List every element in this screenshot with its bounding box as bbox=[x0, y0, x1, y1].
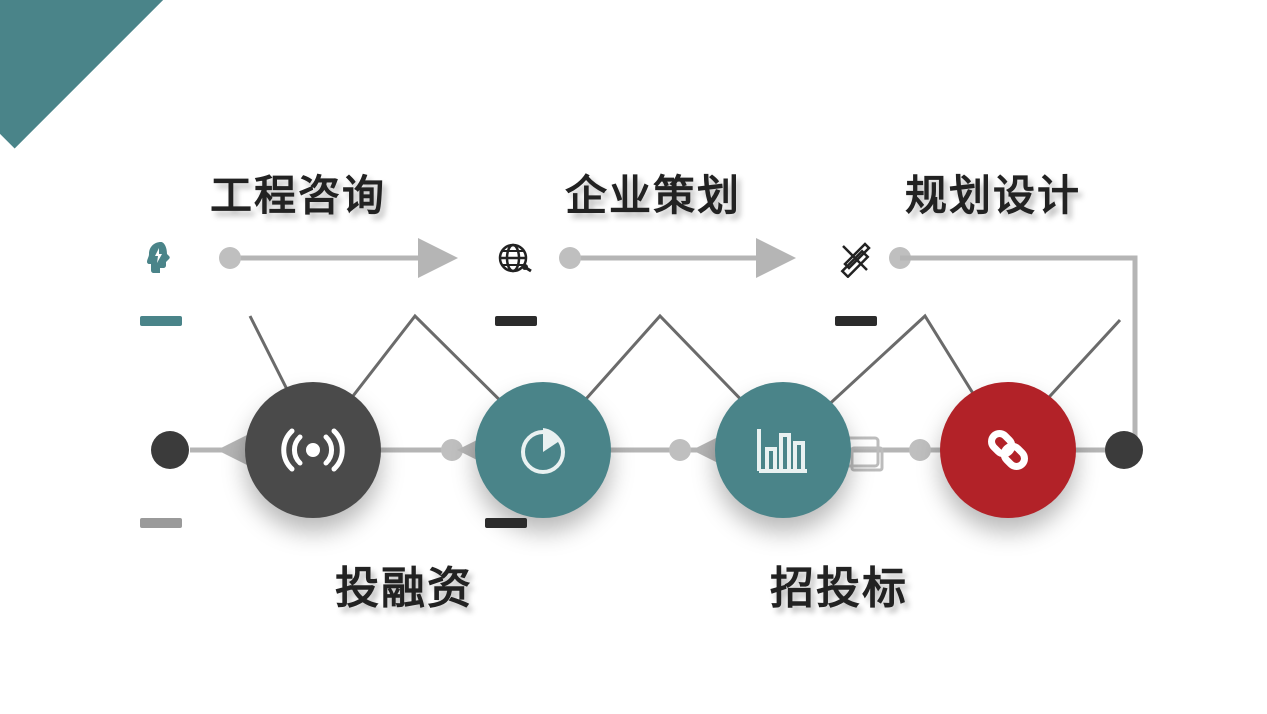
bottom-title-1: 招投标 bbox=[770, 552, 908, 616]
top-title-2: 规划设计 bbox=[905, 162, 1081, 223]
process-circle-3 bbox=[940, 382, 1076, 518]
process-circle-2 bbox=[715, 382, 851, 518]
dash-top-0 bbox=[140, 316, 182, 326]
process-circle-0 bbox=[245, 382, 381, 518]
dash-rocket bbox=[140, 518, 182, 528]
bottom-title-0: 投融资 bbox=[335, 552, 473, 616]
corner-ribbon bbox=[0, 0, 198, 148]
globe-icon bbox=[495, 238, 535, 278]
process-circle-1 bbox=[475, 382, 611, 518]
dash-top-1 bbox=[495, 316, 537, 326]
diagram-stage: 工程咨询 企业策划 规划设计投融资 招投标 bbox=[120, 140, 1160, 620]
ruler-pencil-icon bbox=[835, 238, 875, 278]
top-title-1: 企业策划 bbox=[565, 162, 741, 223]
dash-under-0 bbox=[485, 518, 527, 528]
end-dot-0 bbox=[151, 431, 189, 469]
end-dot-1 bbox=[1105, 431, 1143, 469]
dash-top-2 bbox=[835, 316, 877, 326]
top-title-0: 工程咨询 bbox=[210, 162, 386, 223]
head-bolt-icon bbox=[140, 238, 180, 278]
